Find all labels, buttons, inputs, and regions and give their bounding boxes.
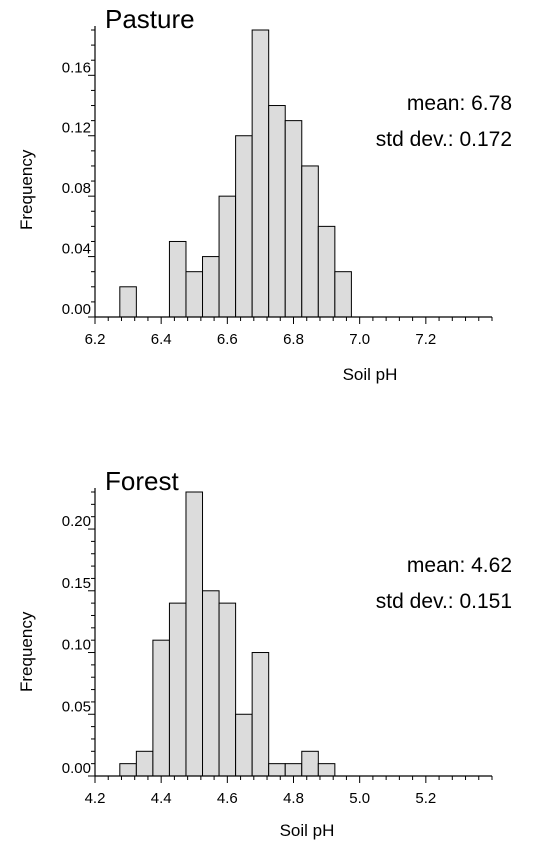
histogram-bar [186,492,203,776]
forest-title: Forest [105,466,179,496]
histogram-bar [269,106,286,317]
x-tick-label: 4.2 [85,790,106,807]
histogram-bar [285,121,302,317]
y-tick-label: 0.04 [62,241,91,258]
y-tick-label: 0.08 [62,180,91,197]
histogram-bar [318,764,335,776]
pasture-bars [120,30,352,317]
histogram-bar [120,287,137,317]
forest-y-axis-label: Frequency [17,611,36,692]
histogram-bar [169,241,186,317]
x-tick-label: 6.6 [217,331,238,348]
forest-panel: Forest Frequency Soil pH mean: 4.62 std … [17,466,512,840]
histogram-bar [236,714,253,776]
pasture-stddev-annotation: std dev.: 0.172 [376,128,512,151]
histogram-bar [236,136,253,317]
x-tick-label: 6.2 [85,331,106,348]
pasture-y-axis-label: Frequency [17,149,36,230]
y-tick-label: 0.20 [62,513,91,530]
pasture-mean-annotation: mean: 6.78 [407,92,512,115]
pasture-title: Pasture [105,4,195,34]
x-tick-label: 7.0 [349,331,370,348]
histogram-bar [169,603,186,776]
x-tick-label: 6.4 [151,331,172,348]
histogram-bar [252,653,269,776]
y-tick-label: 0.12 [62,120,91,137]
histogram-bar [285,764,302,776]
histogram-bar [203,257,220,317]
x-tick-label: 4.4 [151,790,172,807]
histogram-bar [219,196,236,317]
x-tick-label: 5.0 [349,790,370,807]
histogram-bar [203,591,220,776]
y-tick-label: 0.16 [62,59,91,76]
y-tick-label: 0.00 [62,760,91,777]
pasture-x-axis-label: Soil pH [343,365,398,384]
histogram-bar [269,764,286,776]
y-tick-label: 0.05 [62,698,91,715]
histogram-bar [318,226,335,317]
histogram-bar [302,751,319,776]
forest-x-axis-label: Soil pH [280,821,335,840]
x-tick-label: 6.8 [283,331,304,348]
histogram-bar [153,640,170,776]
y-tick-label: 0.15 [62,575,91,592]
histogram-bar [219,603,236,776]
forest-mean-annotation: mean: 4.62 [407,554,512,577]
histogram-bar [252,30,269,317]
x-tick-label: 4.6 [217,790,238,807]
x-tick-label: 7.2 [415,331,436,348]
histogram-bar [136,751,153,776]
pasture-panel: Pasture Frequency Soil pH mean: 6.78 std… [17,4,512,384]
x-tick-label: 4.8 [283,790,304,807]
histogram-bar [335,272,352,317]
x-tick-label: 5.2 [415,790,436,807]
histogram-bar [302,166,319,317]
histogram-bar [186,272,203,317]
y-tick-label: 0.00 [62,301,91,318]
forest-stddev-annotation: std dev.: 0.151 [376,590,512,613]
histogram-bar [120,764,137,776]
forest-axes: 4.2 4.4 4.6 4.8 5.0 5.2 0.00 0.05 0.10 0.15 0.20 [62,488,492,807]
forest-bars [120,492,335,776]
y-tick-label: 0.10 [62,637,91,654]
